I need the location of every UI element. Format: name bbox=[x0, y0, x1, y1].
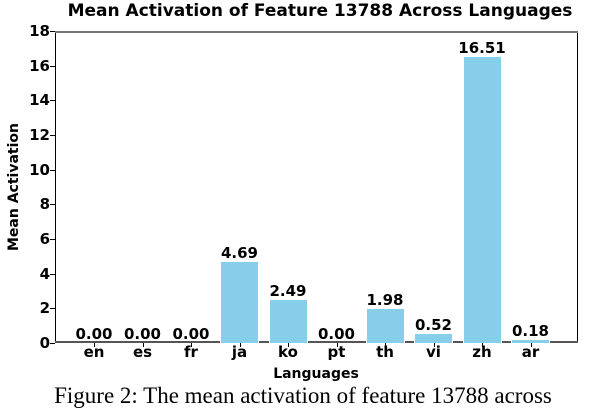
x-tick-label: th bbox=[376, 343, 394, 361]
bar-vi bbox=[414, 333, 453, 343]
x-tick-mark bbox=[142, 343, 144, 347]
chart-title: Mean Activation of Feature 13788 Across … bbox=[67, 1, 573, 21]
bar-value-label: 16.51 bbox=[458, 38, 506, 57]
y-tick-label: 0 bbox=[39, 334, 50, 352]
bar-ko bbox=[268, 299, 308, 343]
y-tick-mark bbox=[50, 204, 55, 206]
x-tick-mark bbox=[433, 343, 435, 347]
bar-value-label: 0.00 bbox=[75, 325, 113, 343]
x-tick-mark bbox=[530, 343, 532, 347]
y-tick-mark bbox=[50, 308, 55, 310]
x-tick-mark bbox=[94, 343, 95, 347]
x-tick-label: zh bbox=[472, 343, 492, 361]
x-tick-label: fr bbox=[184, 343, 198, 361]
y-tick-mark bbox=[50, 135, 55, 136]
y-tick-mark bbox=[50, 100, 55, 102]
y-tick-mark bbox=[50, 65, 55, 67]
plot-area bbox=[55, 31, 578, 343]
bar-ar bbox=[511, 339, 550, 343]
x-tick-label: es bbox=[132, 343, 153, 361]
y-tick-mark bbox=[50, 343, 55, 344]
top-spine bbox=[55, 31, 578, 33]
figure-caption: Figure 2: The mean activation of feature… bbox=[54, 383, 552, 408]
bottom-spine bbox=[55, 341, 578, 343]
y-tick-mark bbox=[50, 273, 55, 275]
bar-th bbox=[365, 308, 405, 343]
y-tick-label: 16 bbox=[29, 56, 50, 75]
bar-zh bbox=[462, 56, 502, 343]
x-tick-label: ja bbox=[231, 343, 248, 361]
bar-value-label: 0.00 bbox=[172, 325, 210, 343]
y-tick-label: 2 bbox=[39, 299, 50, 318]
x-tick-label: en bbox=[83, 343, 105, 361]
y-tick-label: 6 bbox=[39, 230, 50, 248]
y-tick-label: 18 bbox=[29, 22, 50, 40]
x-tick-label: ar bbox=[521, 343, 540, 361]
y-tick-label: 8 bbox=[39, 195, 50, 214]
y-tick-mark bbox=[50, 169, 55, 171]
bar-value-label: 4.69 bbox=[220, 243, 258, 262]
x-tick-mark bbox=[336, 343, 338, 347]
y-tick-mark bbox=[50, 239, 55, 240]
bar-value-label: 0.00 bbox=[317, 325, 355, 343]
y-tick-mark bbox=[50, 31, 55, 32]
y-tick-label: 14 bbox=[29, 91, 50, 110]
bar-value-label: 2.49 bbox=[269, 281, 307, 300]
x-tick-mark bbox=[239, 343, 241, 347]
x-tick-label: pt bbox=[327, 343, 346, 361]
bar-value-label: 0.00 bbox=[123, 325, 161, 343]
x-axis-label: Languages bbox=[273, 366, 359, 382]
x-tick-label: vi bbox=[426, 343, 441, 361]
bar-value-label: 0.52 bbox=[414, 315, 452, 334]
bar-ja bbox=[220, 261, 259, 343]
x-tick-label: ko bbox=[278, 343, 298, 361]
x-tick-mark bbox=[191, 343, 192, 347]
x-tick-mark bbox=[288, 343, 289, 347]
bar-value-label: 0.18 bbox=[511, 321, 549, 340]
y-tick-label: 12 bbox=[29, 126, 50, 144]
x-tick-mark bbox=[482, 343, 483, 347]
x-tick-mark bbox=[385, 343, 386, 347]
y-tick-label: 10 bbox=[29, 160, 50, 179]
y-tick-label: 4 bbox=[39, 264, 50, 283]
bar-value-label: 1.98 bbox=[366, 290, 404, 309]
